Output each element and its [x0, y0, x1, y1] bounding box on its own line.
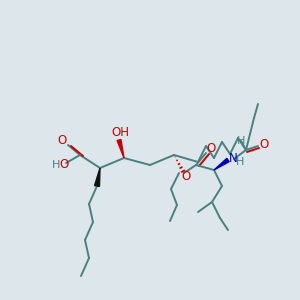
Text: O: O	[57, 134, 67, 148]
Text: H: H	[237, 136, 245, 146]
Text: OH: OH	[111, 125, 129, 139]
Text: H: H	[52, 160, 60, 170]
Text: H: H	[236, 157, 244, 167]
Polygon shape	[94, 168, 100, 186]
Text: O: O	[59, 158, 69, 170]
Text: O: O	[182, 170, 190, 184]
Text: O: O	[206, 142, 216, 155]
Text: N: N	[229, 152, 237, 166]
Polygon shape	[214, 158, 229, 170]
Text: O: O	[260, 137, 268, 151]
Polygon shape	[117, 140, 124, 158]
